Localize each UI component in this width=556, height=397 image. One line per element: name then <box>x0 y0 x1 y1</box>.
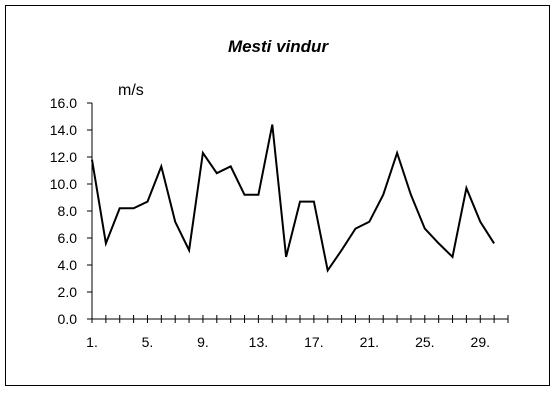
x-tick-label: 9. <box>197 334 209 350</box>
y-tick-label: 12.0 <box>50 149 77 165</box>
y-tick-label: 6.0 <box>58 230 78 246</box>
ticks <box>87 102 509 323</box>
tick-labels: 0.0 2.0 4.0 6.0 8.0 10.0 12.0 14.0 16.0 1. 5. 9. 13.… <box>50 95 490 350</box>
series-line <box>91 124 495 273</box>
y-tick-label: 14.0 <box>50 122 77 138</box>
y-tick-label: 8.0 <box>58 203 78 219</box>
chart-border <box>5 5 550 386</box>
x-tick-label: 21. <box>360 334 379 350</box>
x-tick-label: 5. <box>142 334 154 350</box>
y-tick-label: 16.0 <box>50 95 77 111</box>
y-tick-label: 2.0 <box>58 284 78 300</box>
y-tick-label: 4.0 <box>58 257 78 273</box>
series-layer <box>91 124 495 273</box>
y-tick-label: 10.0 <box>50 176 77 192</box>
y-tick-label: 0.0 <box>58 311 78 327</box>
x-tick-label: 17. <box>304 334 323 350</box>
x-tick-label: 29. <box>471 334 490 350</box>
x-tick-label: 25. <box>415 334 434 350</box>
x-tick-label: 1. <box>86 334 98 350</box>
x-tick-label: 13. <box>249 334 268 350</box>
y-axis-unit-label: m/s <box>118 82 144 99</box>
chart-title: Mesti vindur <box>228 37 330 56</box>
